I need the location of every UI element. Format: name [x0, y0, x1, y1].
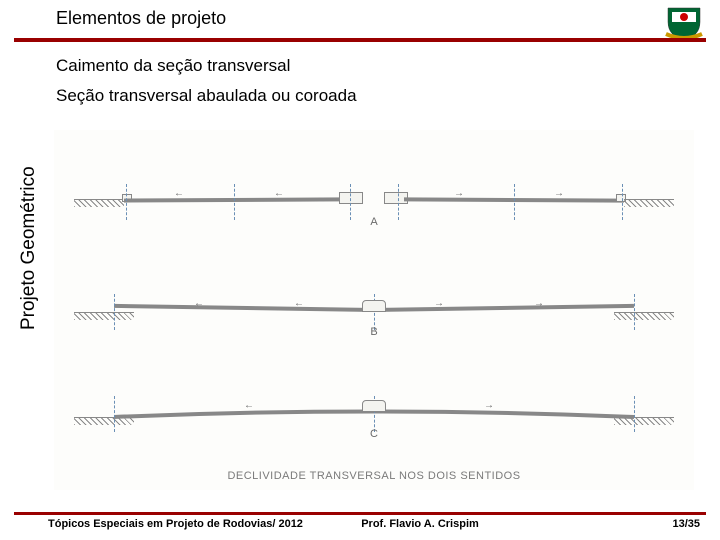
- page-title: Elementos de projeto: [56, 8, 664, 29]
- footer-divider: [14, 512, 706, 515]
- sidebar-section-label: Projeto Geométrico: [18, 166, 40, 330]
- subtitle-secondary: Seção transversal abaulada ou coroada: [56, 86, 720, 106]
- footer: Tópicos Especiais em Projeto de Rodovias…: [14, 512, 706, 534]
- cross-section-diagram: ← ← → → A ← ← → → B: [54, 130, 694, 490]
- header-divider: [14, 38, 706, 42]
- page-number: 13/35: [672, 518, 700, 530]
- section-a-label: A: [370, 216, 377, 228]
- section-c-label: C: [370, 428, 378, 440]
- diagram-caption: DECLIVIDADE TRANSVERSAL NOS DOIS SENTIDO…: [54, 470, 694, 482]
- footer-author: Prof. Flavio A. Crispim: [14, 518, 706, 530]
- section-b-label: B: [370, 326, 377, 338]
- subtitle-primary: Caimento da seção transversal: [56, 56, 720, 76]
- institution-logo: [662, 4, 706, 42]
